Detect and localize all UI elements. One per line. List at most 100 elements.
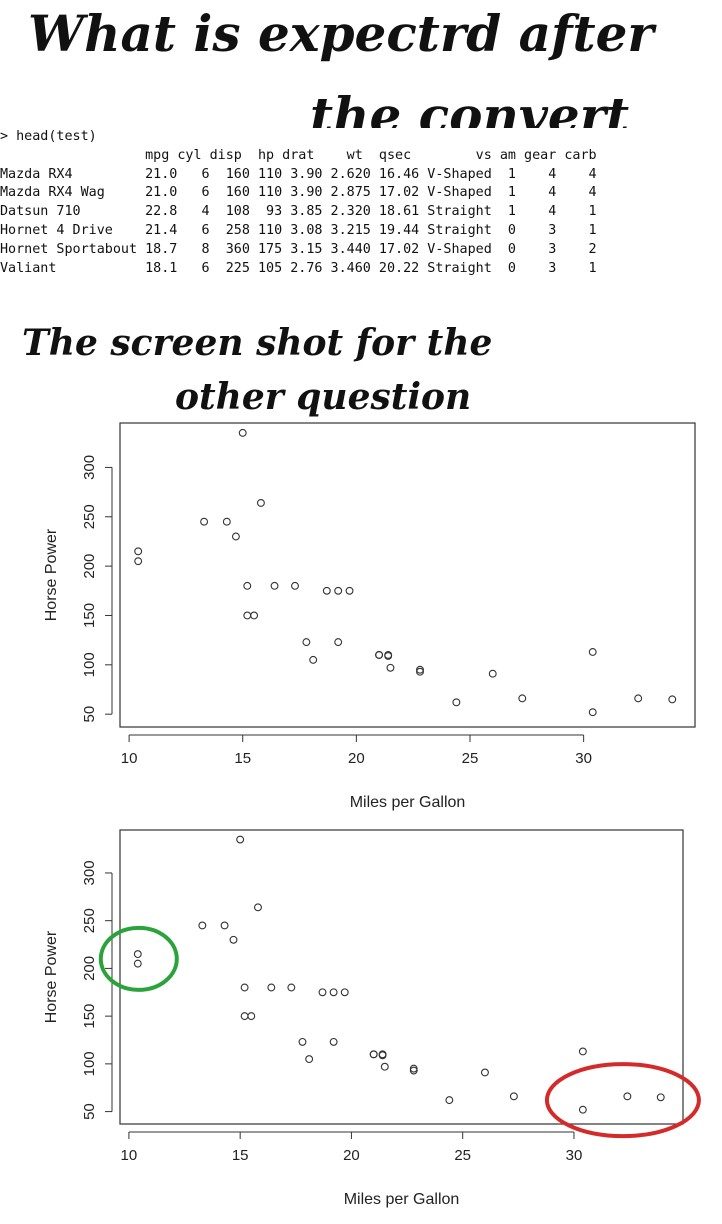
chart2-data-point-23	[240, 1012, 249, 1021]
chart2-x-tick-label-10: 10	[121, 1147, 138, 1164]
chart2-x-tick-label-25: 25	[454, 1147, 471, 1164]
chart1-data-point-11	[302, 638, 311, 647]
chart2-data-point-32	[378, 1051, 387, 1060]
chart2-x-axis-label: Miles per Gallon	[344, 1191, 460, 1208]
chart1-data-point-2	[375, 650, 384, 659]
chart2-annotation-green-circle	[98, 925, 179, 992]
chart1-data-point-29	[256, 498, 265, 507]
chart1-data-point-26	[518, 694, 527, 703]
chart2-data-point-17	[229, 935, 238, 944]
chart2-data-point-10	[329, 1037, 338, 1046]
chart1-data-point-18	[634, 694, 643, 703]
chart2-y-tick-label-150: 150	[81, 1004, 98, 1029]
chart2-data-point-9	[409, 1064, 418, 1073]
chart2-y-tick-label-200: 200	[81, 956, 98, 981]
chart2-data-point-2	[369, 1050, 378, 1059]
chart2-data-point-20	[656, 1093, 665, 1102]
chart2-plot-frame	[119, 829, 684, 1125]
chart2-x-tick-label-30: 30	[566, 1147, 583, 1164]
chart2-data-point-7	[220, 921, 229, 930]
chart1-x-tick-label-30: 30	[575, 750, 592, 767]
console-row-2: Mazda RX4 Wag 21.0 6 160 110 3.90 2.875 …	[0, 185, 597, 201]
chart2-data-point-30	[340, 988, 349, 997]
chart1-data-point-13	[291, 581, 299, 590]
r-console-output: > head(test) mpg cyl disp hp drat wt qse…	[0, 128, 722, 288]
chart1-data-point-9	[416, 665, 424, 674]
chart1-data-point-16	[134, 547, 143, 556]
chart2-data-point-27	[480, 1068, 489, 1077]
chart2-x-tick-label-20: 20	[343, 1147, 360, 1164]
chart2-y-tick-label-50: 50	[81, 1103, 98, 1120]
chart1-data-point-6	[309, 655, 318, 664]
chart1-data-point-19	[588, 708, 597, 717]
chart2-y-tick-label-100: 100	[81, 1051, 98, 1076]
heading-mid-line1: The screen shot for the	[22, 322, 493, 364]
chart2-data-point-29	[254, 903, 262, 912]
chart2-data-point-11	[298, 1037, 307, 1046]
chart1-data-point-14	[243, 581, 252, 590]
chart2-data-point-24	[198, 921, 207, 930]
chart1-y-tick-label-200: 200	[81, 554, 98, 579]
console-row-6: Valiant 18.1 6 225 105 2.76 3.460 20.22 …	[0, 260, 597, 276]
chart2-data-point-15	[133, 959, 142, 968]
chart2-y-tick-label-300: 300	[81, 860, 98, 885]
chart1-data-point-30	[345, 586, 354, 595]
chart2-data-point-13	[287, 983, 296, 992]
scatter-plot-2: 10 15 20 25 30 50 100 150 200 250 300 Miles per Gal…	[43, 829, 701, 1208]
chart1-y-tick-label-300: 300	[81, 455, 98, 480]
chart1-x-axis-label: Miles per Gallon	[350, 794, 466, 811]
chart2-x-tick-label-15: 15	[232, 1147, 249, 1164]
chart1-data-point-27	[488, 669, 497, 678]
chart1-data-point-15	[134, 557, 143, 566]
chart2-y-tick-label-250: 250	[81, 908, 98, 933]
chart1-y-tick-label-250: 250	[81, 504, 98, 529]
chart1-x-tick-label-20: 20	[348, 750, 365, 767]
console-row-5: Hornet Sportabout 18.7 8 360 175 3.15 3.…	[0, 241, 597, 257]
chart2-data-point-14	[240, 983, 249, 992]
chart1-data-point-22	[250, 611, 259, 620]
chart2-data-point-28	[578, 1047, 587, 1056]
console-row-1: Mazda RX4 21.0 6 160 110 3.90 2.620 16.4…	[0, 166, 597, 182]
chart1-data-point-5	[322, 586, 331, 595]
chart2-y-axis-label: Horse Power	[43, 930, 60, 1023]
chart1-y-tick-label-100: 100	[81, 652, 98, 677]
chart1-data-point-32	[384, 651, 393, 660]
chart1-y-tick-label-50: 50	[81, 706, 98, 723]
console-row-4: Hornet 4 Drive 21.4 6 258 110 3.08 3.215…	[0, 222, 597, 238]
chart2-data-point-19	[578, 1105, 587, 1114]
chart1-x-tick-label-15: 15	[234, 750, 251, 767]
chart2-data-point-16	[133, 950, 142, 959]
chart1-y-axis-label: Horse Power	[43, 528, 60, 621]
chart1-data-point-12	[270, 581, 279, 590]
chart1-data-point-23	[243, 611, 252, 620]
chart1-x-tick-label-25: 25	[462, 750, 479, 767]
chart1-x-tick-label-10: 10	[121, 750, 138, 767]
heading-mid-line2: other question	[175, 376, 472, 418]
console-prompt: > head(test)	[0, 129, 97, 144]
chart1-data-point-24	[200, 517, 209, 526]
chart2-data-point-6	[305, 1055, 314, 1064]
chart1-data-point-8	[452, 698, 461, 707]
chart2-data-point-5	[318, 988, 327, 997]
chart1-data-point-21	[386, 663, 395, 672]
chart1-data-point-7	[222, 517, 231, 526]
chart2-data-point-8	[445, 1096, 454, 1105]
chart1-data-point-25	[334, 586, 343, 595]
console-table-header: mpg cyl disp hp drat wt qsec vs am gear …	[0, 147, 597, 163]
chart2-data-point-21	[380, 1062, 389, 1071]
scatter-plot-1: 10 15 20 25 30 50 100 150 200 250 300 Miles per Gal…	[43, 422, 696, 811]
chart2-data-point-31	[236, 835, 245, 844]
chart2-annotation-red-circle	[544, 1062, 701, 1139]
chart1-data-point-17	[231, 532, 240, 541]
chart1-data-point-20	[668, 695, 677, 704]
heading-top-line1: What is expectrd after	[28, 4, 654, 63]
chart2-data-point-25	[329, 988, 338, 997]
chart1-data-point-31	[238, 428, 247, 437]
chart2-data-point-18	[623, 1092, 632, 1101]
chart2-data-point-12	[267, 983, 276, 992]
chart2-data-point-26	[509, 1092, 518, 1101]
chart1-plot-frame	[119, 422, 696, 728]
chart1-data-point-10	[334, 638, 343, 647]
chart1-y-tick-label-150: 150	[81, 603, 98, 628]
chart1-data-point-28	[588, 648, 597, 656]
